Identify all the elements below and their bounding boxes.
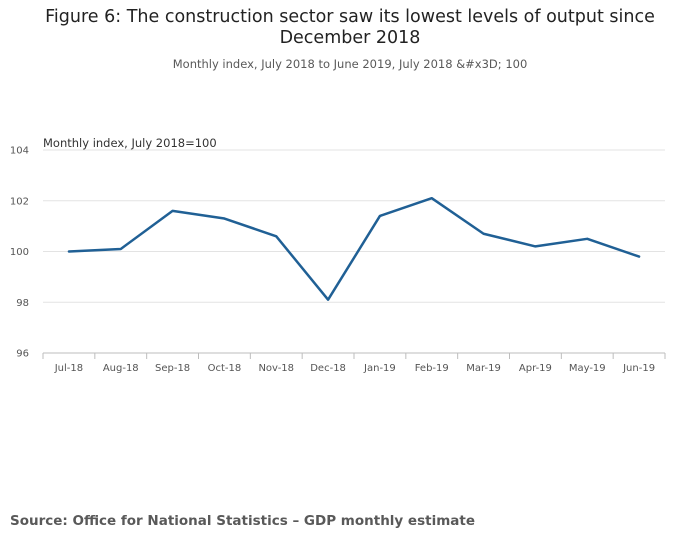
x-tick-label: Jul-18 (54, 363, 83, 374)
x-tick-label: Sep-18 (155, 363, 190, 374)
x-tick-label: Oct-18 (208, 363, 242, 374)
x-tick-label: Dec-18 (310, 363, 346, 374)
x-tick-label: Nov-18 (258, 363, 294, 374)
chart-subtitle: Monthly index, July 2018 to June 2019, J… (172, 57, 528, 71)
y-tick-label: 98 (16, 298, 29, 309)
y-axis: 96 98 100 102 104 (10, 146, 29, 360)
gridlines (43, 149, 665, 303)
x-tick-label: Feb-19 (415, 363, 449, 374)
series-group (67, 196, 641, 301)
x-tick-label: Aug-18 (103, 363, 139, 374)
y-tick-label: 104 (10, 146, 29, 157)
y-axis-label: Monthly index, July 2018=100 (43, 136, 217, 150)
x-tick-label: Jan-19 (363, 363, 396, 374)
series-line (67, 196, 641, 301)
source-note: Source: Office for National Statistics –… (10, 513, 475, 529)
y-tick-label: 96 (16, 349, 29, 360)
y-tick-label: 100 (10, 247, 29, 258)
x-tick-label: Jun-19 (622, 363, 655, 374)
y-tick-label: 102 (10, 196, 29, 207)
x-tick-label: Apr-19 (519, 363, 552, 374)
x-tick-label: May-19 (569, 363, 606, 374)
x-axis: Jul-18 Aug-18 Sep-18 Oct-18 Nov-18 Dec-18 Jan-… (42, 352, 666, 374)
chart-title: Figure 6: The construction sector saw it… (45, 7, 655, 48)
x-tick-label: Mar-19 (466, 363, 501, 374)
